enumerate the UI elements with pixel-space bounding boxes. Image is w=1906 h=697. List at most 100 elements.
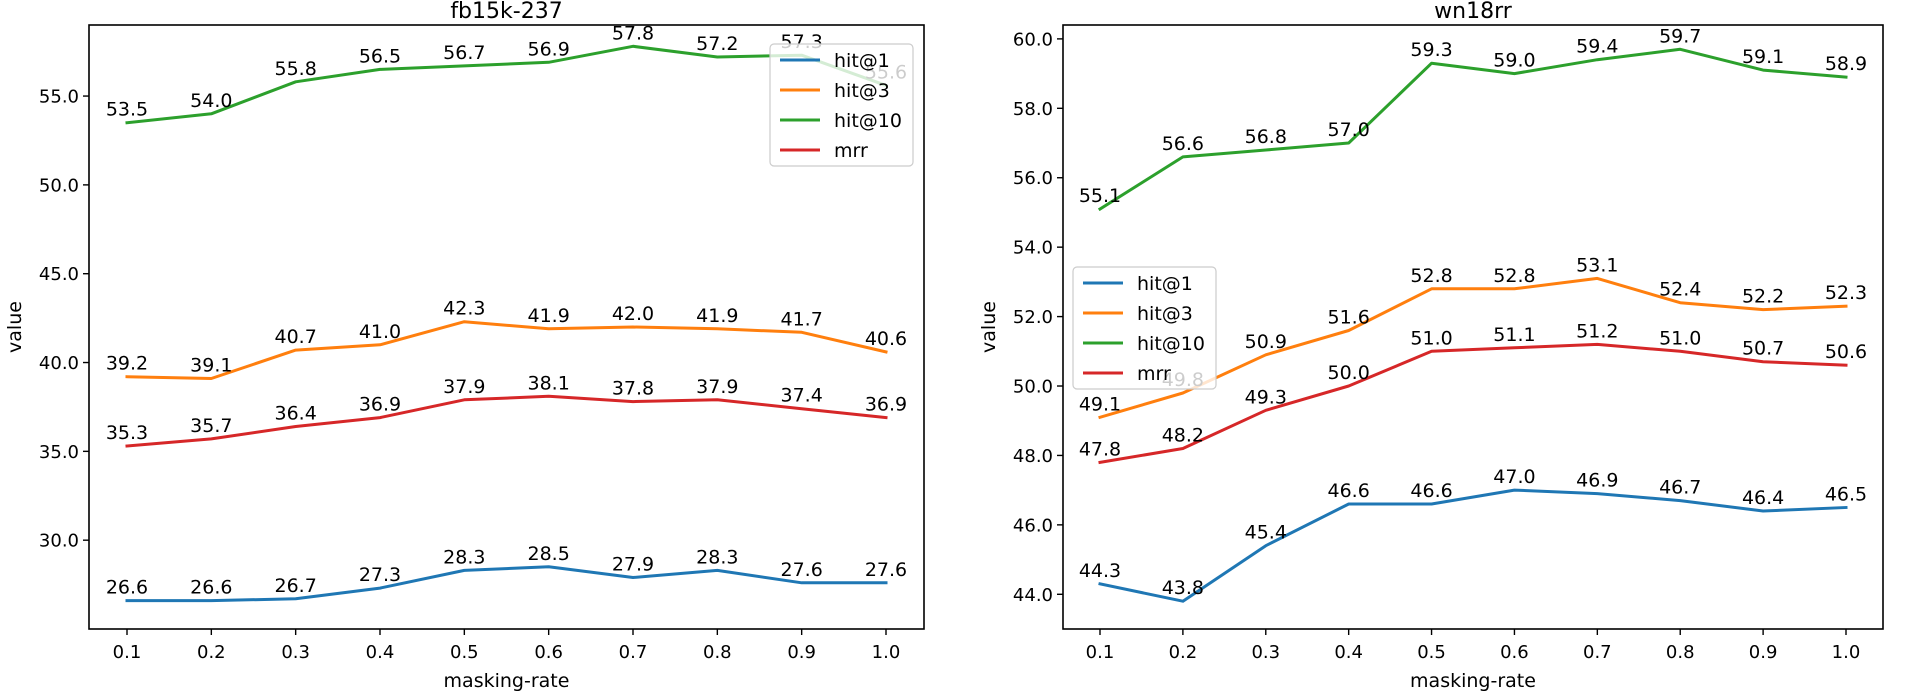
right-data-label: 52.2	[1742, 286, 1784, 308]
left-data-label: 40.6	[865, 328, 907, 350]
left-y-tick-label: 30.0	[39, 531, 79, 552]
left-data-label: 28.3	[696, 546, 738, 568]
right-data-label: 52.8	[1493, 265, 1535, 287]
right-legend-label: hit@10	[1137, 333, 1205, 355]
right-data-label: 46.7	[1659, 477, 1701, 499]
right-data-label: 52.3	[1825, 282, 1867, 304]
right-data-label: 52.4	[1659, 279, 1701, 301]
left-y-tick-label: 35.0	[39, 442, 79, 463]
left-data-label: 35.7	[190, 415, 232, 437]
left-y-axis-label: value	[4, 301, 26, 353]
right-data-label: 59.4	[1576, 36, 1618, 58]
right-y-tick-label: 54.0	[1013, 238, 1053, 259]
right-data-label: 51.6	[1328, 306, 1370, 328]
left-data-label: 35.3	[106, 422, 148, 444]
left-data-label: 37.8	[612, 378, 654, 400]
right-x-tick-label: 0.8	[1666, 642, 1695, 663]
right-data-label: 52.8	[1410, 265, 1452, 287]
left-data-label: 37.4	[781, 385, 823, 407]
left-y-tick-label: 45.0	[39, 264, 79, 285]
left-data-label: 40.7	[275, 326, 317, 348]
left-data-label: 41.9	[696, 305, 738, 327]
left-data-label: 26.6	[106, 577, 148, 599]
right-data-label: 58.9	[1825, 53, 1867, 75]
left-legend-label: hit@10	[834, 110, 902, 132]
right-chart-title: wn18rr	[1434, 0, 1513, 24]
left-data-label: 41.7	[781, 308, 823, 330]
right-data-label: 47.8	[1079, 438, 1121, 460]
right-y-tick-label: 52.0	[1013, 307, 1053, 328]
right-legend-box	[1072, 266, 1217, 390]
right-data-label: 46.9	[1576, 470, 1618, 492]
right-data-label: 51.0	[1410, 327, 1452, 349]
right-data-label: 53.1	[1576, 254, 1618, 276]
right-data-label: 50.6	[1825, 341, 1867, 363]
right-y-tick-label: 44.0	[1013, 585, 1053, 606]
left-chart-title: fb15k-237	[450, 0, 562, 24]
right-data-label: 50.7	[1742, 338, 1784, 360]
right-data-label: 59.0	[1493, 50, 1535, 72]
left-data-label: 36.9	[865, 394, 907, 416]
left-data-label: 54.0	[190, 90, 232, 112]
right-data-label: 44.3	[1079, 560, 1121, 582]
right-data-label: 50.0	[1328, 362, 1370, 384]
left-data-label: 28.3	[443, 546, 485, 568]
right-y-axis-label: value	[978, 301, 1000, 353]
right-y-tick-label: 48.0	[1013, 446, 1053, 467]
left-x-tick-label: 0.4	[366, 642, 395, 663]
left-legend-label: hit@3	[834, 80, 890, 102]
left-x-tick-label: 0.1	[113, 642, 142, 663]
left-chart: fb15k-237 30.0 35.0 40.0 45.0 50.0 55.0 0.1 0.2 0…	[4, 0, 925, 692]
right-data-label: 56.8	[1245, 126, 1287, 148]
left-x-tick-label: 0.3	[281, 642, 310, 663]
left-data-label: 57.8	[612, 22, 654, 44]
left-legend-label: mrr	[834, 140, 868, 162]
left-y-tick-label: 55.0	[39, 87, 79, 108]
right-legend-label: hit@3	[1137, 303, 1193, 325]
right-x-tick-label: 0.2	[1169, 642, 1198, 663]
right-y-tick-label: 60.0	[1013, 29, 1053, 50]
left-series-hit3-line	[125, 320, 888, 380]
left-x-tick-label: 0.6	[534, 642, 563, 663]
left-data-label: 53.5	[106, 99, 148, 121]
left-data-label: 38.1	[528, 372, 570, 394]
left-data-label: 39.1	[190, 355, 232, 377]
left-data-label: 37.9	[443, 376, 485, 398]
right-legend-label: mrr	[1137, 363, 1171, 385]
right-data-label: 56.6	[1162, 133, 1204, 155]
right-x-tick-label: 0.7	[1583, 642, 1612, 663]
right-x-tick-label: 0.9	[1749, 642, 1778, 663]
right-data-label: 47.0	[1493, 466, 1535, 488]
right-data-label: 50.9	[1245, 331, 1287, 353]
right-data-label: 57.0	[1328, 119, 1370, 141]
right-x-tick-label: 0.1	[1086, 642, 1115, 663]
right-legend-label: hit@1	[1137, 273, 1193, 295]
right-x-tick-label: 1.0	[1832, 642, 1861, 663]
left-x-tick-label: 0.8	[703, 642, 732, 663]
left-legend-box	[769, 43, 914, 167]
left-series-hit10-line	[125, 44, 888, 125]
right-data-label: 45.4	[1245, 522, 1287, 544]
left-x-tick-label: 0.5	[450, 642, 479, 663]
left-data-label: 55.8	[275, 58, 317, 80]
right-series-hit3-line	[1098, 276, 1848, 420]
left-legend-label: hit@1	[834, 50, 890, 72]
left-data-label: 56.9	[528, 38, 570, 60]
left-data-label: 57.2	[696, 33, 738, 55]
right-data-label: 46.5	[1825, 484, 1867, 506]
left-y-tick-label: 40.0	[39, 353, 79, 374]
left-x-tick-label: 0.2	[197, 642, 226, 663]
right-data-label: 51.1	[1493, 324, 1535, 346]
right-series-hit1-line	[1098, 488, 1848, 603]
right-data-label: 48.2	[1162, 424, 1204, 446]
right-data-label: 55.1	[1079, 185, 1121, 207]
right-data-label: 59.3	[1410, 39, 1452, 61]
right-x-tick-label: 0.5	[1417, 642, 1446, 663]
right-data-label: 49.3	[1245, 386, 1287, 408]
right-y-tick-label: 50.0	[1013, 377, 1053, 398]
left-data-label: 42.0	[612, 303, 654, 325]
left-data-label: 56.7	[443, 42, 485, 64]
left-x-tick-label: 0.9	[787, 642, 816, 663]
